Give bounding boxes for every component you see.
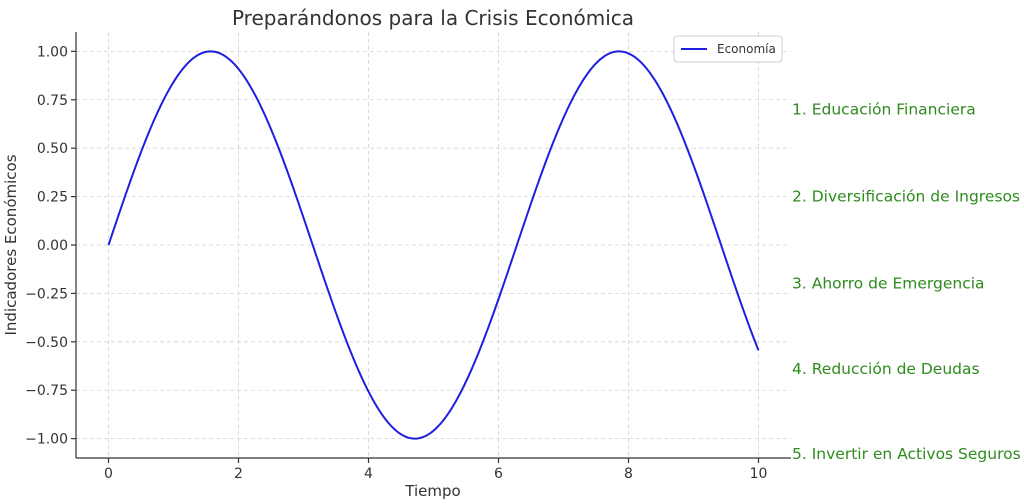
y-tick-label: −1.00 xyxy=(25,432,68,448)
x-axis-label: Tiempo xyxy=(404,482,460,500)
y-tick-label: 0.50 xyxy=(37,141,68,157)
y-tick-label: −0.75 xyxy=(25,383,68,399)
series-layer xyxy=(107,50,760,440)
annotation-2: 2. Diversificación de Ingresos xyxy=(792,188,1020,206)
series-line-economia xyxy=(107,50,760,440)
y-tick-label: 0.25 xyxy=(37,190,68,206)
annotation-1: 1. Educación Financiera xyxy=(792,100,976,118)
annotation-5: 5. Invertir en Activos Seguros xyxy=(792,445,1021,463)
y-tick-label: 0.00 xyxy=(37,238,68,254)
x-tick-label: 8 xyxy=(624,466,633,482)
x-tick-label: 0 xyxy=(104,466,113,482)
x-tick-label: 4 xyxy=(364,466,373,482)
y-tick-label: 1.00 xyxy=(37,44,68,60)
grid xyxy=(76,32,791,458)
chart-title: Preparándonos para la Crisis Económica xyxy=(232,6,634,30)
legend: Economía xyxy=(673,35,783,63)
legend-box xyxy=(673,35,783,63)
y-tick-label: −0.25 xyxy=(25,286,68,302)
annotations: 1. Educación Financiera 2. Diversificació… xyxy=(792,100,1021,463)
ticks: 0 2 4 6 8 10 1.00 0.75 0.50 0.25 0.00 −0.25 −0.50 −0.… xyxy=(25,44,767,482)
annotation-3: 3. Ahorro de Emergencia xyxy=(792,275,985,293)
annotation-4: 4. Reducción de Deudas xyxy=(792,360,980,378)
x-tick-label: 10 xyxy=(750,466,768,482)
legend-label: Economía xyxy=(717,42,776,56)
y-tick-label: −0.50 xyxy=(25,335,68,351)
y-axis-label: Indicadores Económicos xyxy=(2,154,20,335)
x-tick-label: 6 xyxy=(494,466,503,482)
x-tick-label: 2 xyxy=(234,466,243,482)
y-tick-label: 0.75 xyxy=(37,93,68,109)
